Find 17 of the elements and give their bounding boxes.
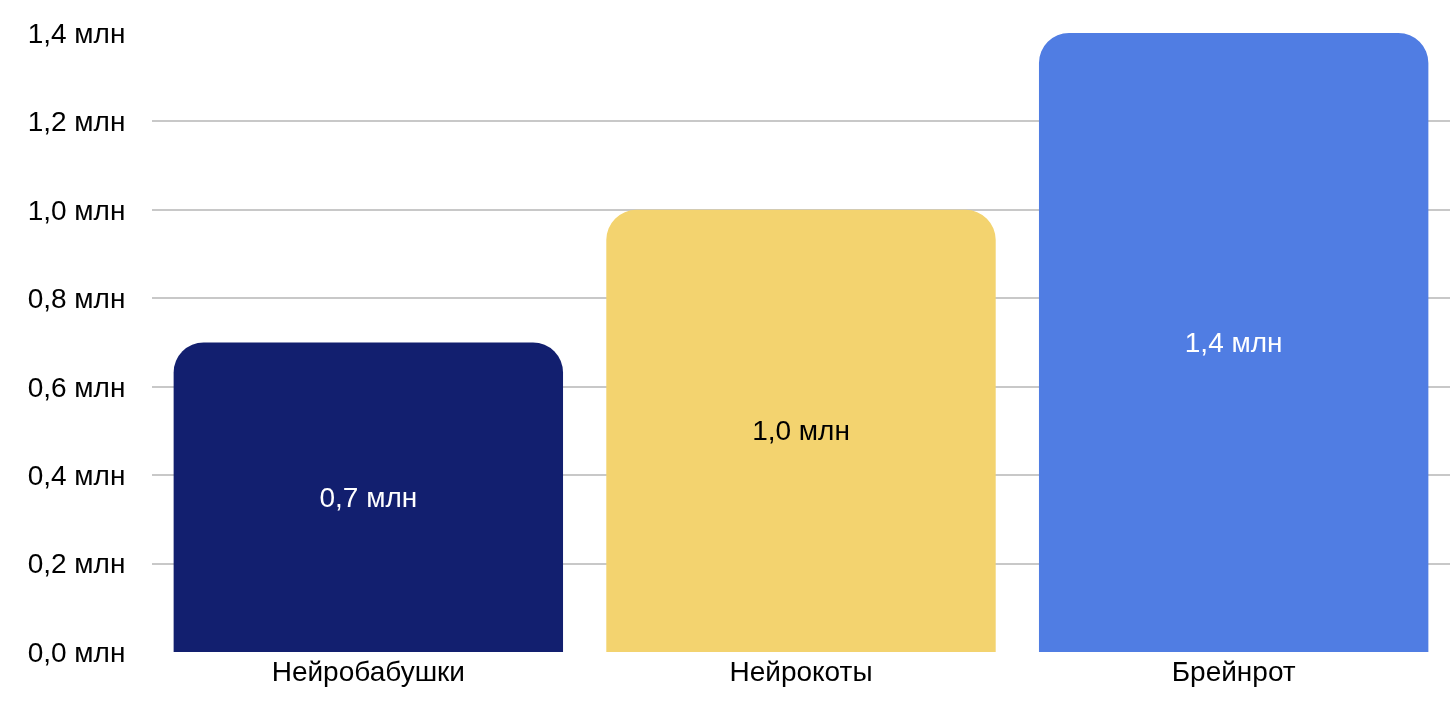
x-tick-label: Нейрокоты xyxy=(729,656,873,687)
data-label: 1,0 млн xyxy=(752,415,850,447)
y-tick-label: 0,0 млн xyxy=(27,636,126,668)
data-label: 0,7 млн xyxy=(319,481,418,513)
y-tick-label: 0,4 млн xyxy=(27,459,126,491)
bar xyxy=(173,342,564,652)
bar xyxy=(1038,33,1429,652)
y-tick-label: 1,2 млн xyxy=(27,106,126,138)
data-label: 1,4 млн xyxy=(1184,327,1283,358)
y-tick-label: 1,0 млн xyxy=(27,194,126,226)
x-tick-label: Брейнрот xyxy=(1171,656,1296,687)
y-tick-label: 0,8 млн xyxy=(27,283,126,315)
bar xyxy=(606,209,996,652)
y-tick-label: 1,4 млн xyxy=(27,17,126,49)
x-tick-label: Нейробабушки xyxy=(271,656,465,687)
y-tick-label: 0,2 млн xyxy=(27,548,126,580)
y-tick-label: 0,6 млн xyxy=(27,371,126,403)
